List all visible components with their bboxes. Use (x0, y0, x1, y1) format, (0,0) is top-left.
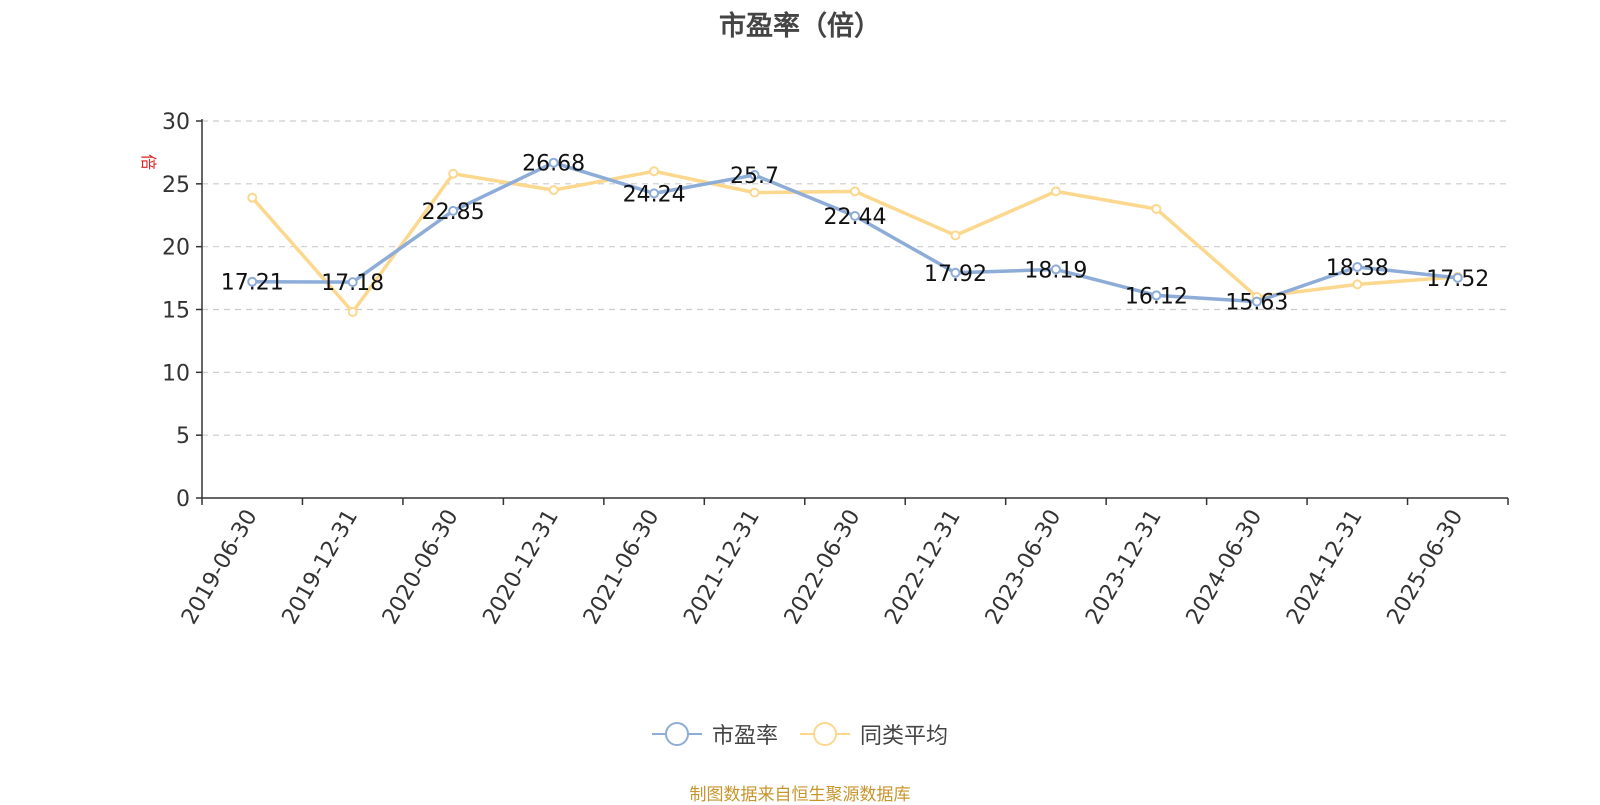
data-label: 22.44 (824, 205, 887, 230)
legend-label-pe: 市盈率 (711, 724, 778, 749)
legend-label-peer-average: 同类平均 (860, 724, 949, 749)
data-point-peer-average[interactable] (347, 307, 358, 318)
x-tick-label: 2023-06-30 (981, 506, 1067, 629)
data-point-peer-average[interactable] (950, 230, 961, 241)
data-point-pe[interactable] (950, 267, 961, 278)
data-point-pe[interactable] (1352, 262, 1363, 273)
y-axis-label: 倍 (139, 154, 158, 170)
data-label: 24.24 (623, 182, 686, 207)
data-point-peer-average[interactable] (749, 187, 760, 198)
data-point-peer-average[interactable] (1352, 279, 1363, 290)
data-point-peer-average[interactable] (649, 166, 660, 177)
x-tick-label: 2022-06-30 (780, 506, 866, 629)
legend: 市盈率 同类平均 (0, 718, 1600, 750)
y-tick-label: 10 (162, 361, 190, 386)
y-tick-label: 25 (162, 173, 190, 198)
legend-item-peer-average[interactable]: 同类平均 (800, 718, 948, 750)
data-point-pe[interactable] (247, 276, 258, 287)
data-label: 16.12 (1125, 284, 1188, 309)
data-point-peer-average[interactable] (548, 185, 559, 196)
data-label: 18.38 (1326, 256, 1389, 281)
data-label: 22.85 (422, 200, 485, 225)
x-tick-label: 2024-06-30 (1182, 506, 1268, 629)
grid-lines (202, 120, 1508, 436)
data-point-pe[interactable] (749, 170, 760, 181)
y-tick-label: 0 (176, 487, 190, 512)
axes: 0 5 10 15 20 25 30 2019-06-30 2019-12-31 2020-06-… (162, 110, 1509, 629)
chart-title: 市盈率（倍） (719, 11, 881, 42)
data-label: 18.19 (1024, 258, 1087, 283)
data-point-pe[interactable] (1452, 272, 1463, 283)
x-tick-label: 2023-12-31 (1081, 506, 1167, 629)
x-tick-label: 2019-12-31 (278, 506, 364, 629)
data-label: 17.18 (321, 271, 384, 296)
source-note: 制图数据来自恒生聚源数据库 (689, 785, 911, 805)
legend-item-pe[interactable]: 市盈率 (651, 718, 778, 750)
data-labels: 17.21 17.18 22.85 26.68 24.24 25.7 22.44 17.92 1… (221, 152, 1490, 316)
x-tick-label: 2022-12-31 (880, 506, 966, 629)
data-point-pe[interactable] (1251, 296, 1262, 307)
data-point-pe[interactable] (548, 157, 559, 168)
data-point-peer-average[interactable] (1050, 186, 1061, 197)
legend-swatch-peer-average (800, 720, 850, 748)
data-point-pe[interactable] (448, 205, 459, 216)
data-label: 26.68 (522, 152, 585, 177)
data-point-pe[interactable] (850, 211, 860, 222)
data-label: 25.7 (730, 164, 779, 189)
y-tick-label: 20 (162, 236, 190, 261)
y-tick-label: 5 (176, 424, 190, 449)
x-tick-label: 2025-06-30 (1383, 506, 1469, 629)
data-point-pe[interactable] (649, 188, 660, 199)
series (247, 157, 1463, 318)
data-label: 17.21 (221, 271, 284, 296)
data-point-peer-average[interactable] (850, 186, 860, 197)
data-point-pe[interactable] (347, 277, 358, 288)
data-label: 17.52 (1426, 267, 1489, 292)
y-tick-label: 30 (162, 110, 190, 135)
data-label: 17.92 (924, 262, 987, 287)
x-tick-label: 2021-06-30 (579, 506, 665, 629)
data-point-pe[interactable] (1151, 290, 1162, 301)
x-tick-label: 2021-12-31 (679, 506, 765, 629)
data-point-pe[interactable] (1050, 264, 1061, 275)
data-point-peer-average[interactable] (1151, 203, 1162, 214)
data-label: 15.63 (1225, 291, 1288, 316)
y-tick-label: 15 (162, 299, 190, 324)
x-tick-label: 2020-12-31 (478, 506, 564, 629)
x-tick-label: 2024-12-31 (1282, 506, 1368, 629)
data-point-peer-average[interactable] (448, 168, 459, 179)
data-point-peer-average[interactable] (247, 192, 258, 203)
x-tick-label: 2020-06-30 (378, 505, 464, 628)
x-tick-label: 2019-06-30 (177, 506, 263, 629)
legend-swatch-pe (651, 720, 702, 748)
